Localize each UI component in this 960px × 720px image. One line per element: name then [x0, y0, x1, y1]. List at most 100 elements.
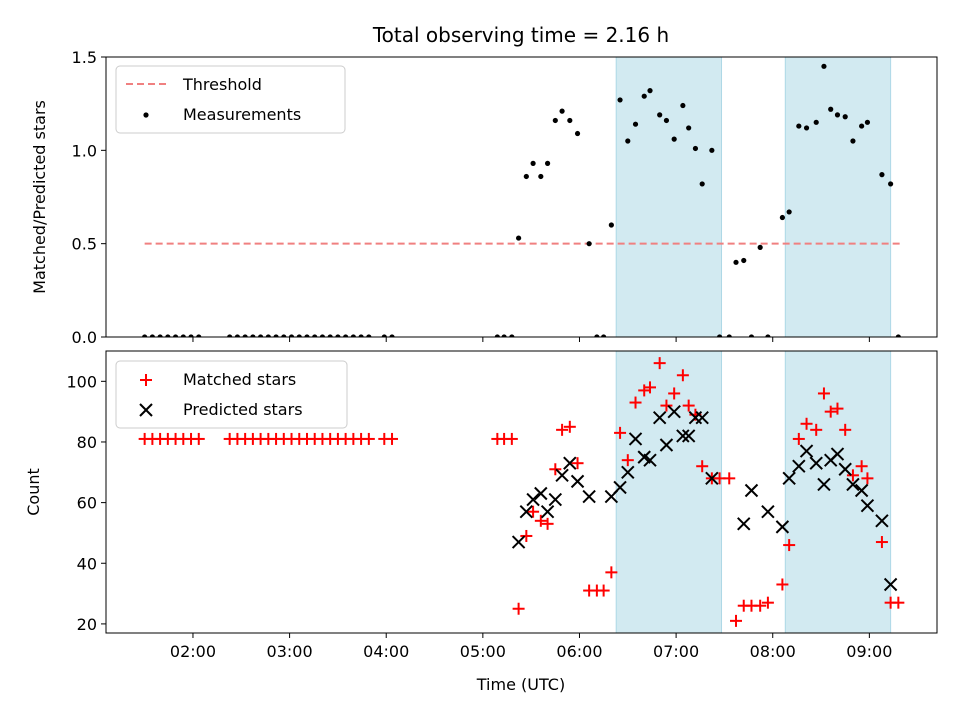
shaded-interval-2	[784, 56, 892, 338]
measurement-point	[671, 136, 677, 142]
measurement-point	[779, 214, 785, 221]
top-axes-frame	[105, 56, 938, 338]
predicted-star-point	[782, 471, 796, 486]
measurement-point	[296, 334, 302, 337]
predicted-star-point	[860, 498, 875, 513]
predicted-star-point	[643, 453, 657, 467]
measurement-point	[327, 334, 333, 337]
legend-measurements-label: Measurements	[183, 105, 301, 124]
top-x-ticks	[192, 337, 870, 342]
predicted-star-point	[667, 404, 681, 419]
measurement-point	[188, 334, 194, 337]
matched-star-point	[644, 381, 657, 394]
predicted-star-point	[838, 462, 852, 476]
y-tick-label: 100	[66, 372, 97, 391]
measurement-point	[859, 123, 865, 129]
measurement-point	[281, 334, 287, 337]
predicted-star-point	[854, 483, 869, 498]
measurement-point	[796, 123, 802, 129]
matched-star-point	[875, 536, 888, 549]
measurement-point	[680, 102, 686, 109]
matched-star-point	[810, 423, 823, 436]
y-tick-label: 60	[77, 494, 97, 513]
predicted-star-point	[761, 505, 775, 519]
measurement-point	[850, 138, 856, 144]
measurement-point	[234, 334, 241, 337]
predicted-star-point	[799, 444, 814, 458]
x-tick-label: 05:00	[460, 642, 506, 661]
matched-star-point	[362, 432, 375, 445]
measurement-point	[172, 334, 179, 337]
matched-star-point	[571, 457, 584, 470]
x-tick-label: 09:00	[846, 642, 892, 661]
predicted-star-point	[695, 411, 709, 425]
measurement-point	[608, 222, 614, 228]
measurement-point	[567, 117, 573, 124]
predicted-star-point	[737, 517, 751, 531]
measurement-point	[559, 108, 565, 114]
measurement-point	[544, 160, 551, 166]
matched-star-point	[783, 539, 796, 552]
measurement-point	[258, 334, 264, 337]
matched-star-point	[527, 505, 540, 518]
measurement-point	[757, 244, 763, 250]
predicted-star-point	[534, 486, 548, 501]
matched-star-point	[846, 469, 859, 482]
bottom-legend-box	[115, 360, 348, 429]
measurement-point	[601, 334, 607, 337]
matched-star-point	[534, 514, 547, 527]
matched-star-point	[831, 402, 844, 415]
matched-star-point	[597, 584, 610, 597]
bottom-shaded-intervals	[615, 350, 892, 634]
predicted-star-point	[676, 429, 690, 443]
measurement-point	[501, 334, 507, 337]
x-tick-label: 03:00	[267, 642, 313, 661]
measurement-point	[538, 173, 544, 180]
matched-star-point	[892, 596, 905, 609]
matched-star-point	[723, 472, 736, 485]
matched-star-point	[855, 460, 868, 473]
x-tick-label: 02:00	[170, 642, 216, 661]
measurement-point	[733, 259, 739, 265]
predicted-star-point	[526, 492, 540, 507]
predicted-star-point	[511, 535, 526, 549]
measurement-point	[523, 173, 529, 180]
predicted-star-point	[681, 429, 696, 443]
measurement-point	[828, 106, 834, 112]
matched-star-point	[541, 517, 554, 530]
measurement-point	[288, 334, 295, 337]
measurement-point	[312, 334, 318, 337]
measurement-point	[552, 117, 558, 124]
predicted-star-point	[570, 474, 585, 489]
measurement-point	[265, 334, 271, 337]
matched-star-point	[761, 596, 774, 609]
matched-star-point	[512, 602, 525, 615]
x-tick-label: 04:00	[363, 642, 409, 661]
top-legend-box	[115, 65, 346, 134]
chart-title: Total observing time = 2.16 h	[372, 23, 669, 47]
legend-matched-swatch	[140, 374, 152, 386]
measurement-point	[692, 145, 699, 152]
matched-star-point	[824, 405, 837, 418]
measurement-point	[242, 334, 248, 337]
measurement-point	[803, 125, 810, 131]
matched-star-point	[676, 369, 689, 382]
measurement-point	[594, 334, 600, 337]
measurement-point	[304, 334, 310, 337]
measurement-point	[663, 117, 670, 124]
measurement-point	[699, 181, 705, 187]
predicted-star-point	[830, 447, 845, 461]
measurement-point	[657, 112, 663, 118]
matched-star-point	[621, 454, 634, 467]
predicted-star-point	[817, 477, 831, 492]
y-tick-label: 1.0	[72, 141, 97, 160]
bottom-star-count-points	[138, 357, 905, 627]
measurement-point	[319, 334, 326, 337]
bottom-legend: Matched stars Predicted stars	[115, 360, 348, 429]
measurement-point	[617, 97, 623, 103]
top-shaded-intervals	[615, 56, 892, 338]
legend-measurements-swatch	[143, 112, 149, 118]
matched-star-point	[696, 460, 709, 473]
measurement-point	[180, 334, 186, 337]
